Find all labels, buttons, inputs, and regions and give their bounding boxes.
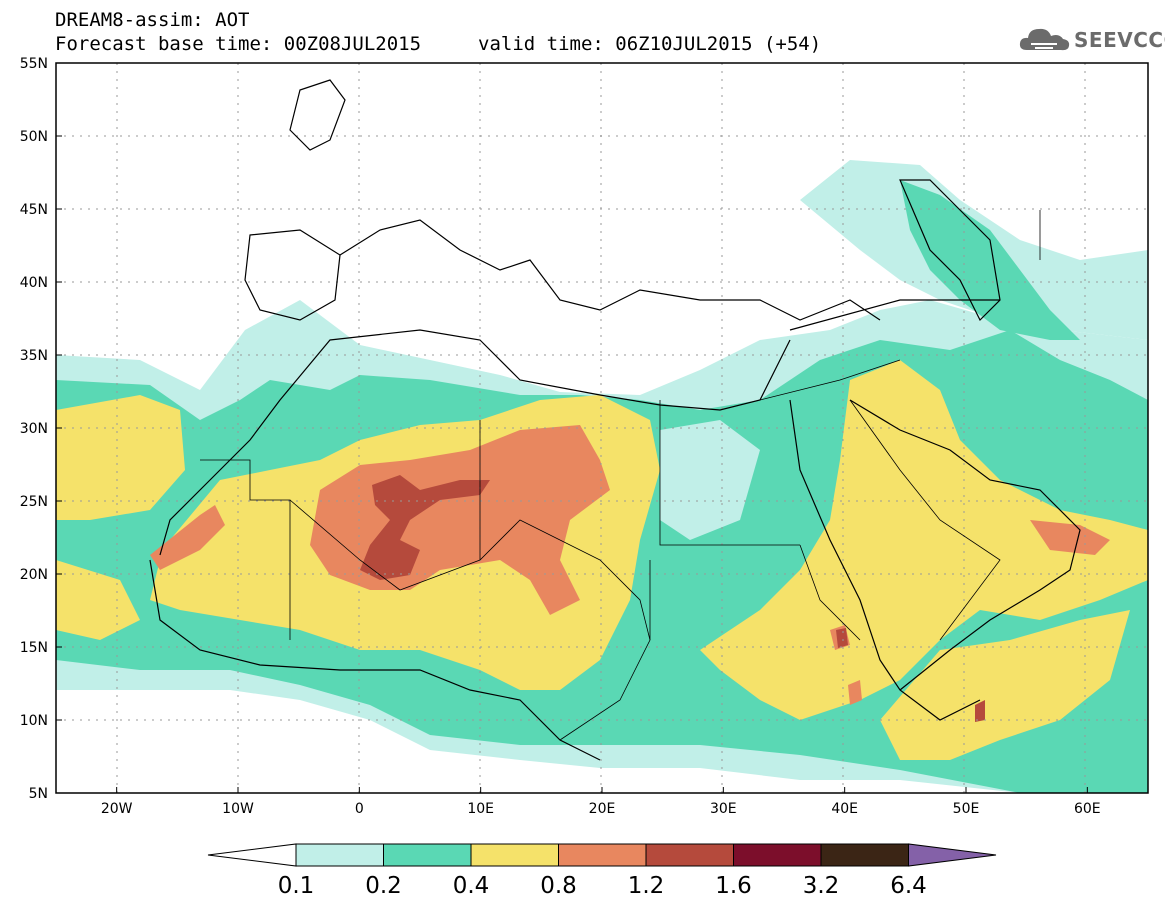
lat-label: 45N [20, 202, 48, 218]
colorbar-segment [383, 843, 472, 867]
colorbar-label: 1.2 [628, 873, 665, 899]
lat-labels: 55N 50N 45N 40N 35N 30N 25N 20N 15N 10N 5N [20, 56, 48, 802]
lat-label: 15N [20, 640, 48, 656]
lon-label: 40E [831, 801, 858, 817]
colorbar-segment [470, 843, 559, 867]
lat-label: 30N [20, 421, 48, 437]
valid-time: valid time: 06Z10JUL2015 (+54) [478, 33, 822, 55]
borders [200, 210, 1041, 741]
colorbar-segment [820, 843, 909, 867]
lat-label: 55N [20, 56, 48, 72]
lon-label: 30E [710, 801, 737, 817]
seevccc-logo: SEEVCCC [1017, 24, 1165, 56]
colorbar-label: 3.2 [803, 873, 840, 899]
lon-label: 20W [101, 801, 133, 817]
coastlines [149, 79, 1081, 761]
colorbar: 0.1 0.2 0.4 0.8 1.2 1.6 3.2 6.4 [207, 843, 997, 899]
lon-label: 20E [589, 801, 616, 817]
lat-label: 5N [29, 786, 48, 802]
cloud-icon [1019, 28, 1070, 51]
lat-label: 50N [20, 129, 48, 145]
lon-label: 0 [355, 801, 364, 817]
lat-label: 35N [20, 348, 48, 364]
gridlines [56, 63, 1148, 793]
chart-title: DREAM8-assim: AOT [55, 9, 250, 31]
forecast-base-time: Forecast base time: 00Z08JUL2015 [55, 33, 422, 55]
colorbar-label: 6.4 [890, 873, 927, 899]
lat-label: 25N [20, 494, 48, 510]
lon-label: 50E [953, 801, 980, 817]
colorbar-max-arrow [908, 843, 997, 867]
colorbar-label: 0.1 [278, 873, 315, 899]
colorbar-label: 0.4 [453, 873, 490, 899]
colorbar-segment [558, 843, 647, 867]
colorbar-label: 0.8 [540, 873, 577, 899]
lat-label: 10N [20, 713, 48, 729]
colorbar-label: 1.6 [715, 873, 752, 899]
lat-label: 20N [20, 567, 48, 583]
colorbar-label: 0.2 [365, 873, 402, 899]
logo-text: SEEVCCC [1074, 28, 1165, 52]
lat-label: 40N [20, 275, 48, 291]
axis-ticks [56, 62, 1088, 794]
colorbar-segment [645, 843, 734, 867]
lon-label: 10E [467, 801, 494, 817]
lon-label: 60E [1074, 801, 1101, 817]
lon-label: 10W [222, 801, 254, 817]
colorbar-segment [295, 843, 384, 867]
colorbar-min-arrow [207, 843, 297, 867]
lon-labels: 20W 10W 0 10E 20E 30E 40E 50E 60E [101, 801, 1101, 817]
aot-field [56, 63, 1148, 793]
colorbar-segment [733, 843, 822, 867]
